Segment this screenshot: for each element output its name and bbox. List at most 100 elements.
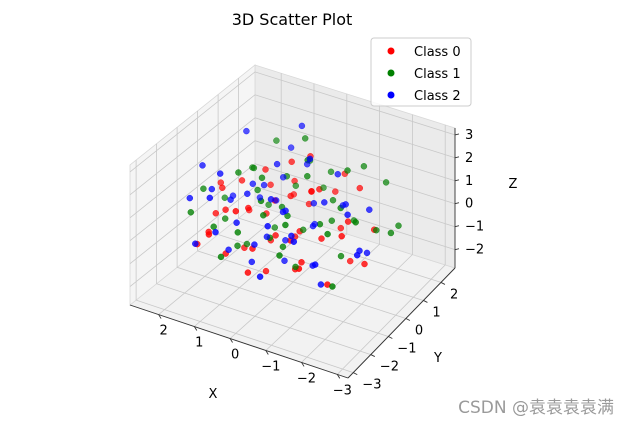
point-class-1-35 <box>320 184 327 191</box>
z-tick-mark-5 <box>454 133 460 136</box>
z-tick-label-5: 3 <box>465 128 473 143</box>
grid-y-3 <box>197 110 407 319</box>
point-class-2-1 <box>363 249 371 257</box>
point-class-1-43 <box>292 263 299 271</box>
point-class-2-32 <box>298 122 306 130</box>
point-class-1-24 <box>254 186 261 194</box>
grid-x-1 <box>301 114 413 363</box>
y-tick-label-2: −1 <box>397 342 416 357</box>
pane-left <box>129 64 256 306</box>
point-class-2-21 <box>244 190 251 198</box>
z-tick-label-4: 2 <box>465 151 473 166</box>
point-class-2-41 <box>256 273 264 280</box>
z-tick-label-3: 1 <box>465 174 473 189</box>
grid-y-5 <box>238 78 442 283</box>
x-tick-mark-2 <box>265 350 269 355</box>
point-class-1-30 <box>249 164 256 171</box>
point-class-1-36 <box>273 137 280 144</box>
point-class-0-42 <box>232 207 240 215</box>
point-class-0-44 <box>346 257 354 265</box>
point-class-0-28 <box>222 206 229 213</box>
point-class-2-5 <box>309 262 316 269</box>
grid-y-2 <box>176 127 389 337</box>
x-axis-line <box>129 304 349 379</box>
point-class-1-26 <box>265 201 272 209</box>
point-class-2-26 <box>256 194 264 201</box>
point-class-1-19 <box>234 229 242 236</box>
y-tick-mark-4 <box>423 300 428 303</box>
axes-panes <box>129 64 456 379</box>
legend-box <box>370 37 472 107</box>
grid-x-3 <box>229 93 348 339</box>
legend-label-class-1: Class 1 <box>414 67 461 82</box>
legend-marker-class-1 <box>387 69 395 77</box>
point-class-1-8 <box>282 221 289 229</box>
point-class-2-18 <box>273 160 281 168</box>
grid-z-0 <box>129 186 456 287</box>
point-class-2-39 <box>281 257 288 265</box>
x-tick-label-3: 0 <box>231 348 239 363</box>
point-class-2-44 <box>282 237 289 244</box>
point-class-0-19 <box>288 158 295 166</box>
z-tick-mark-0 <box>454 248 460 251</box>
point-class-2-33 <box>317 281 325 288</box>
point-class-1-45 <box>395 222 402 229</box>
point-class-2-28 <box>208 185 216 193</box>
x-tick-mark-1 <box>301 362 305 367</box>
y-tick-label-3: 0 <box>415 324 423 339</box>
point-class-0-35 <box>338 232 345 240</box>
point-class-2-49 <box>260 181 268 189</box>
point-class-0-31 <box>245 206 253 214</box>
point-class-2-48 <box>321 199 328 206</box>
point-class-1-15 <box>260 212 267 219</box>
y-tick-mark-0 <box>353 372 358 375</box>
point-class-1-7 <box>328 217 336 224</box>
grid-z-4 <box>129 94 456 196</box>
point-class-0-10 <box>332 188 339 195</box>
point-class-1-44 <box>301 135 309 142</box>
point-class-2-10 <box>310 200 318 207</box>
x-axis-label: X <box>209 387 218 402</box>
axis-lines <box>129 128 456 379</box>
point-class-0-6 <box>337 224 345 232</box>
point-class-2-15 <box>251 241 258 248</box>
point-class-1-12 <box>327 168 335 176</box>
point-class-2-14 <box>279 208 287 216</box>
point-class-1-9 <box>329 196 337 204</box>
point-class-1-31 <box>200 185 207 192</box>
x-tick-mark-4 <box>193 326 198 331</box>
grid-z-5 <box>129 71 456 173</box>
point-class-1-27 <box>210 223 217 230</box>
point-class-0-37 <box>308 188 315 195</box>
x-tick-mark-0 <box>336 374 341 379</box>
point-class-2-40 <box>287 144 295 151</box>
point-class-2-47 <box>248 258 256 266</box>
point-class-1-42 <box>187 209 195 216</box>
point-class-0-38 <box>244 269 252 276</box>
point-class-0-39 <box>290 191 298 198</box>
point-class-1-3 <box>324 230 331 238</box>
grid-z-3 <box>129 117 456 219</box>
legend-marker-class-2 <box>387 91 395 99</box>
z-tick-mark-1 <box>454 225 460 228</box>
point-class-1-32 <box>221 194 229 201</box>
point-class-2-19 <box>233 219 240 226</box>
point-class-1-47 <box>350 217 358 224</box>
point-class-2-9 <box>264 222 271 230</box>
point-class-2-45 <box>216 170 224 177</box>
point-class-2-29 <box>229 192 237 199</box>
point-class-0-47 <box>262 267 270 275</box>
point-class-0-4 <box>356 184 364 192</box>
x-tick-mark-3 <box>229 338 233 343</box>
point-class-1-41 <box>344 167 351 174</box>
point-class-1-25 <box>235 169 242 176</box>
point-class-1-10 <box>304 172 311 180</box>
point-class-1-33 <box>382 179 390 186</box>
point-class-2-34 <box>192 240 199 247</box>
x-tick-label-0: −3 <box>333 383 352 398</box>
point-class-1-11 <box>279 243 287 251</box>
point-class-0-3 <box>344 218 352 225</box>
point-class-2-25 <box>206 194 214 202</box>
